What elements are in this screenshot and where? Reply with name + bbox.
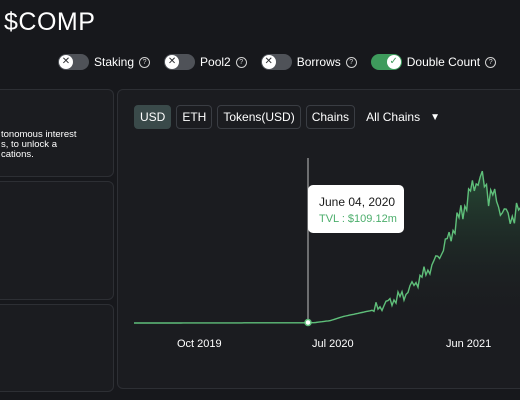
stats-card <box>0 181 114 300</box>
chart-tooltip: June 04, 2020 TVL : $109.12m <box>308 185 404 233</box>
close-icon: ✕ <box>59 55 73 69</box>
usd-button[interactable]: USD <box>134 105 172 129</box>
tvl-area <box>134 171 520 323</box>
info-card: tonomous interest s, to unlock a cations… <box>0 89 114 177</box>
double-count-toggle[interactable]: ✓ Double Count ? <box>370 54 497 70</box>
help-icon[interactable]: ? <box>485 56 497 68</box>
double-count-switch[interactable]: ✓ <box>370 54 402 70</box>
protocol-description: tonomous interest s, to unlock a cations… <box>1 129 77 160</box>
chains-button[interactable]: Chains <box>305 105 356 129</box>
chain-select-label: All Chains <box>366 110 421 124</box>
details-card <box>0 304 114 392</box>
tokens-usd-button[interactable]: Tokens(USD) <box>217 105 301 129</box>
x-tick-label: Oct 2019 <box>177 338 222 350</box>
close-icon: ✕ <box>261 55 276 69</box>
tooltip-value: TVL : $109.12m <box>319 213 397 225</box>
x-tick-label: Jul 2020 <box>312 338 354 350</box>
tooltip-date: June 04, 2020 <box>319 195 396 209</box>
eth-button[interactable]: ETH <box>176 105 213 129</box>
borrows-toggle[interactable]: ✕ Borrows ? <box>260 54 357 70</box>
page-title: $COMP <box>4 8 96 36</box>
close-icon: ✕ <box>165 55 180 69</box>
help-icon[interactable]: ? <box>139 56 151 68</box>
staking-label: Staking <box>94 55 135 69</box>
chain-select[interactable]: All Chains ▼ <box>366 110 440 124</box>
help-icon[interactable]: ? <box>235 56 247 68</box>
pool2-toggle[interactable]: ✕ Pool2 ? <box>164 54 247 70</box>
tvl-chart[interactable] <box>118 90 520 388</box>
double-count-label: Double Count <box>406 55 481 69</box>
help-icon[interactable]: ? <box>345 56 357 68</box>
tvl-line <box>134 170 520 324</box>
chart-panel: USD ETH Tokens(USD) Chains All Chains ▼ … <box>117 89 520 389</box>
x-tick-label: Jun 2021 <box>446 338 492 350</box>
chart-controls: USD ETH Tokens(USD) Chains All Chains ▼ <box>134 105 440 129</box>
staking-switch[interactable]: ✕ <box>58 54 89 70</box>
toggle-bar: ✕ Staking ? ✕ Pool2 ? ✕ Borrows ? ✓ Doub… <box>58 54 510 70</box>
chevron-down-icon: ▼ <box>430 111 440 123</box>
borrows-label: Borrows <box>296 55 341 69</box>
staking-toggle[interactable]: ✕ Staking ? <box>58 54 151 70</box>
borrows-switch[interactable]: ✕ <box>260 54 292 70</box>
pool2-label: Pool2 <box>200 55 231 69</box>
pool2-switch[interactable]: ✕ <box>164 54 196 70</box>
crosshair-point <box>304 318 312 327</box>
check-icon: ✓ <box>386 55 401 69</box>
